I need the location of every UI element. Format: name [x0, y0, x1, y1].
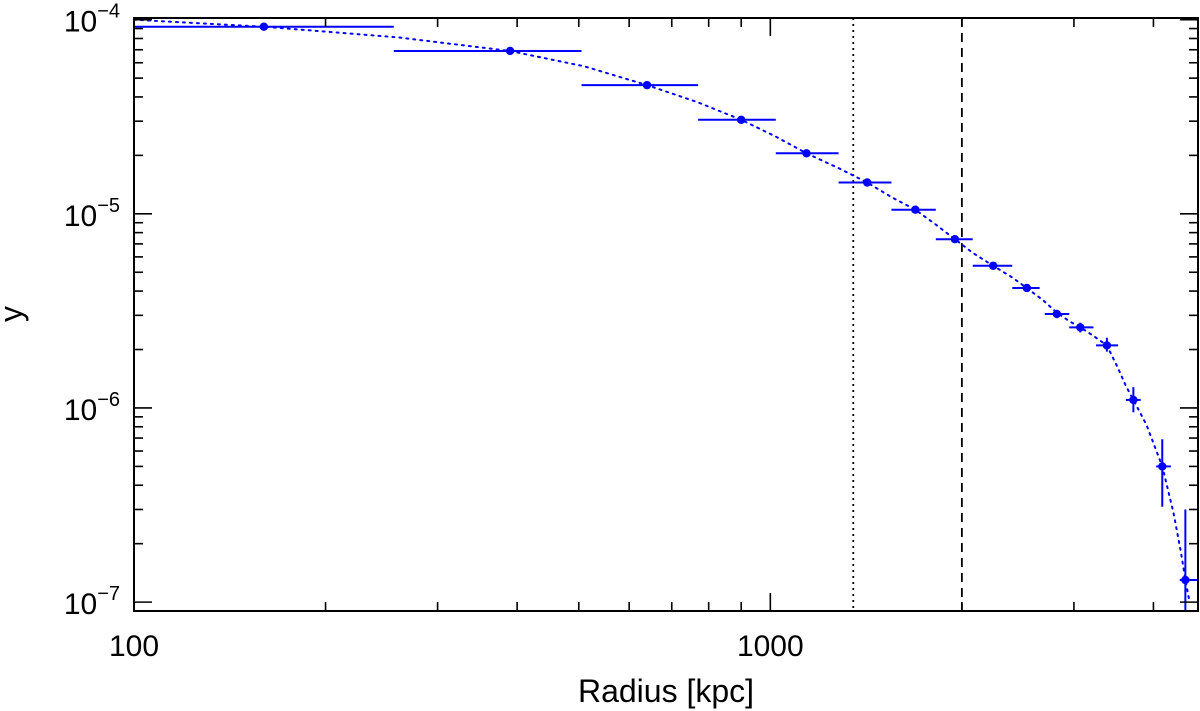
data-point	[988, 261, 998, 270]
data-point	[863, 178, 872, 187]
data-point	[1181, 575, 1190, 585]
data-point	[1129, 395, 1138, 405]
y-tick-label: 10−4	[64, 1, 120, 39]
y-tick-label: 10−5	[64, 195, 120, 233]
data-point	[642, 80, 652, 90]
axis-ticks	[133, 18, 1198, 612]
y-tick-labels: 10−4 10−5 10−6 10−7	[64, 1, 120, 621]
reference-lines	[852, 18, 963, 611]
x-tick-label: 100	[109, 630, 159, 663]
error-bars-layer	[134, 25, 1198, 611]
y-tick-label: 10−6	[64, 389, 120, 427]
data-points-layer	[259, 22, 1190, 585]
data-point	[1158, 462, 1167, 471]
data-point	[1102, 341, 1112, 350]
y-tick-label: 10−7	[64, 583, 120, 621]
data-point	[505, 46, 515, 56]
data-point	[802, 149, 811, 158]
y-axis-title: y	[0, 306, 29, 322]
fit-curve-layer	[133, 18, 1191, 604]
data-point	[259, 22, 269, 31]
data-point	[1076, 323, 1085, 332]
plot-frame	[133, 17, 1199, 612]
data-point	[950, 235, 960, 244]
fit-curve-line	[133, 18, 1191, 604]
data-point	[911, 205, 920, 214]
x-tick-labels: 100 1000	[109, 630, 804, 663]
data-point	[737, 115, 746, 124]
data-point	[1022, 283, 1032, 293]
x-axis-title: Radius [kpc]	[578, 673, 754, 709]
data-point	[1052, 309, 1062, 319]
x-tick-label: 1000	[737, 630, 804, 663]
